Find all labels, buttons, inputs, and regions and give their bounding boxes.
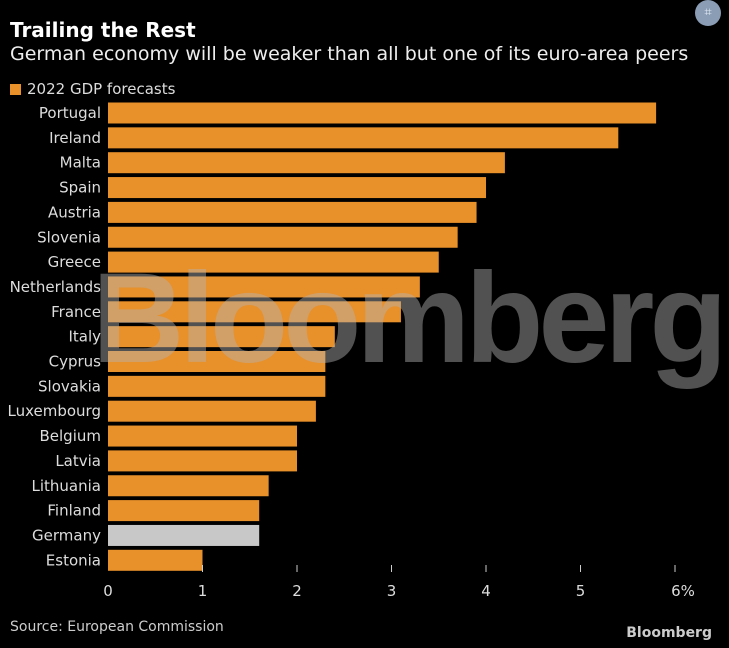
bar-austria (108, 201, 477, 223)
legend: 2022 GDP forecasts (10, 80, 175, 98)
bar-finland (108, 500, 260, 522)
bar-italy (108, 326, 335, 348)
category-label: Latvia (55, 452, 101, 470)
category-label: Malta (60, 154, 101, 172)
x-tick-label: 3 (387, 582, 397, 600)
bar-greece (108, 251, 439, 273)
chart-subtitle: German economy will be weaker than all b… (10, 43, 689, 65)
bar-germany (108, 524, 260, 546)
category-label: Italy (68, 328, 101, 346)
bar-luxembourg (108, 400, 316, 422)
category-label: France (51, 303, 101, 321)
bar-lithuania (108, 475, 269, 497)
bar-cyprus (108, 351, 326, 372)
bar-latvia (108, 450, 297, 472)
category-label: Spain (59, 179, 101, 197)
category-label: Finland (47, 502, 101, 520)
category-label: Greece (48, 253, 101, 271)
category-label: Belgium (40, 427, 102, 445)
bar-slovenia (108, 226, 458, 248)
bar-malta (108, 152, 505, 174)
category-label: Slovakia (38, 377, 101, 395)
x-tick-label: 1 (198, 582, 208, 600)
category-label: Ireland (49, 129, 101, 147)
chart-title: Trailing the Rest (10, 18, 196, 42)
bar-netherlands (108, 276, 420, 298)
bar-slovakia (108, 375, 326, 397)
category-label: Cyprus (49, 353, 102, 371)
bar-france (108, 301, 401, 323)
x-tick-label: 4 (481, 582, 491, 600)
bloomberg-logo: Bloomberg (626, 625, 712, 641)
x-tick-label: 6% (671, 582, 695, 600)
x-tick-label: 0 (103, 582, 113, 600)
bar-belgium (108, 425, 297, 447)
x-tick-label: 5 (576, 582, 586, 600)
source-note: Source: European Commission (10, 619, 224, 635)
category-label: Slovenia (37, 228, 101, 246)
scan-icon[interactable]: ⌗ (695, 0, 721, 26)
category-label: Austria (48, 203, 101, 221)
bar-ireland (108, 127, 619, 149)
bar-estonia (108, 549, 203, 571)
legend-label: 2022 GDP forecasts (27, 80, 176, 98)
category-label: Estonia (46, 551, 101, 569)
bar-portugal (108, 102, 657, 124)
category-label: Germany (32, 526, 101, 544)
category-label: Lithuania (32, 477, 101, 495)
legend-swatch (10, 83, 21, 95)
category-label: Luxembourg (8, 402, 102, 420)
category-label: Netherlands (10, 278, 102, 296)
bar-spain (108, 177, 486, 199)
x-tick-label: 2 (292, 582, 302, 600)
category-label: Portugal (39, 104, 101, 122)
